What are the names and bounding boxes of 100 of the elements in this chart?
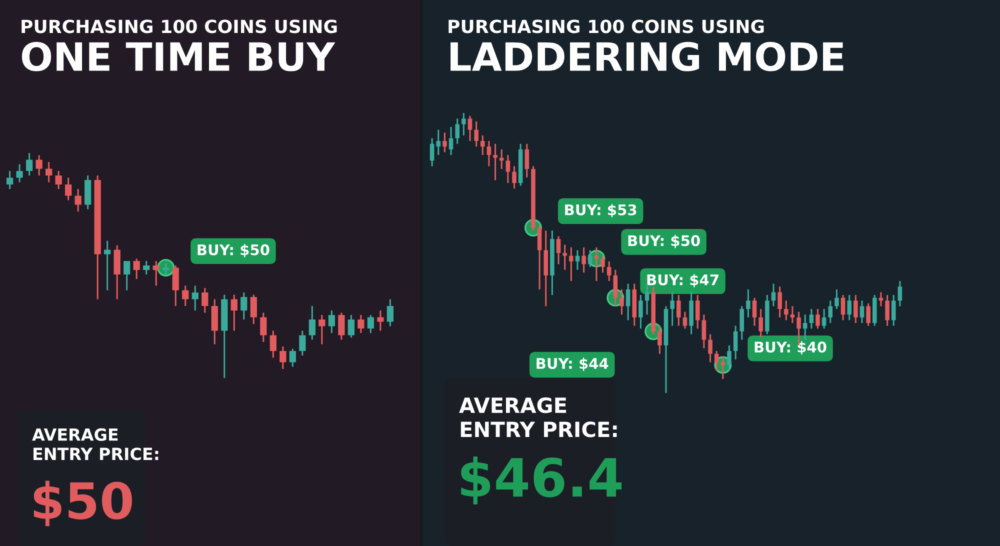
candlestick (802, 314, 808, 341)
annotation: BUY: $50 (198, 244, 270, 258)
candlestick (746, 288, 750, 318)
candlestick (752, 297, 757, 327)
candlestick (758, 308, 763, 338)
candlestick (898, 280, 902, 307)
candlestick (468, 115, 472, 142)
candlestick (474, 120, 478, 148)
candlestick (430, 137, 434, 167)
candlestick (486, 140, 492, 167)
candlestick (6, 170, 14, 190)
candlestick (740, 305, 744, 341)
candlestick (202, 287, 208, 314)
candlestick (606, 260, 612, 282)
candlestick (708, 333, 712, 363)
candlestick (816, 308, 820, 330)
candlestick (537, 224, 542, 290)
candlestick (702, 314, 706, 349)
candlestick (230, 294, 238, 332)
chart-subtitle: LADDERING MODE (450, 42, 844, 72)
candlestick (172, 264, 179, 307)
candlestick (240, 292, 248, 320)
candlestick (575, 249, 580, 271)
candlestick (124, 260, 130, 292)
candlestick (847, 294, 852, 321)
text: AVERAGE ENTRY PRICE: (32, 428, 158, 460)
candlestick (270, 330, 276, 359)
candlestick (891, 294, 896, 327)
candlestick (809, 308, 814, 330)
candlestick (74, 188, 82, 212)
annotation: BUY: $40 (754, 341, 826, 354)
candlestick (866, 302, 870, 327)
candlestick (182, 284, 189, 307)
candlestick (493, 143, 498, 181)
annotation: BUY: $50 (628, 234, 700, 248)
annotation: BUY: $47 (647, 274, 718, 288)
annotation: BUY: $53 (565, 204, 636, 218)
candlestick (582, 246, 586, 274)
candlestick (620, 288, 624, 316)
candlestick (626, 283, 630, 321)
candlestick (448, 126, 454, 156)
chart-title: PURCHASING 100 COINS USING (448, 20, 764, 34)
candlestick (289, 348, 296, 368)
candlestick (46, 161, 52, 184)
candlestick (834, 288, 839, 310)
candlestick (308, 305, 316, 341)
candlestick (720, 356, 726, 380)
candlestick (556, 235, 561, 265)
candlestick (133, 258, 140, 280)
candlestick (358, 314, 364, 334)
candlestick (442, 132, 447, 153)
candlestick (143, 260, 150, 276)
candlestick (16, 163, 23, 184)
candlestick (55, 170, 62, 190)
candlestick (480, 134, 485, 156)
candlestick (455, 118, 460, 145)
candlestick (790, 305, 795, 324)
candlestick (260, 312, 267, 343)
candlestick (462, 113, 466, 136)
text: $50 (34, 480, 132, 526)
chart-subtitle: ONE TIME BUY (22, 42, 336, 72)
text: AVERAGE ENTRY PRICE: (459, 397, 617, 438)
candlestick (784, 300, 788, 321)
candlestick (436, 129, 441, 156)
candlestick (562, 244, 567, 271)
candlestick (828, 300, 833, 324)
candlestick (367, 314, 374, 334)
candlestick (822, 308, 826, 330)
candlestick (250, 294, 257, 325)
candlestick (26, 153, 33, 176)
candlestick (386, 298, 394, 328)
candlestick (670, 291, 674, 327)
candlestick (600, 255, 605, 274)
candlestick (318, 314, 326, 346)
candlestick (840, 294, 846, 321)
candlestick (152, 260, 160, 287)
candlestick (299, 330, 306, 356)
candlestick (499, 148, 504, 170)
candlestick (328, 310, 335, 334)
candlestick (771, 283, 776, 307)
candlestick (695, 294, 700, 330)
candlestick (733, 325, 738, 360)
candlestick (854, 294, 858, 324)
candlestick (506, 154, 510, 184)
candlestick (338, 312, 345, 341)
candlestick (676, 294, 681, 327)
candlestick (885, 294, 890, 327)
candlestick (524, 143, 530, 178)
annotation: BUY: $44 (536, 358, 608, 371)
candlestick (377, 310, 384, 332)
candlestick (613, 269, 618, 307)
candlestick (860, 300, 864, 324)
chart-title: PURCHASING 100 COINS USING (22, 20, 337, 34)
candlestick (569, 246, 574, 282)
candlestick (36, 154, 42, 176)
candlestick (638, 294, 643, 330)
candlestick (348, 314, 354, 338)
candlestick (588, 249, 592, 268)
candlestick (192, 284, 198, 312)
candlestick (65, 176, 72, 202)
